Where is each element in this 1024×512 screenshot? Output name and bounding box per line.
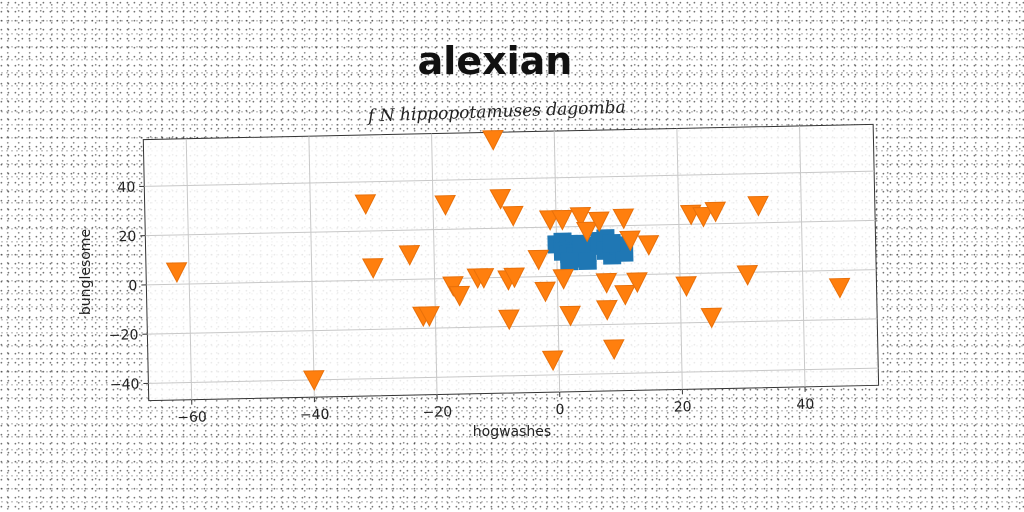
y-gridline [145, 219, 876, 237]
orange-triangle-point [552, 268, 575, 290]
orange-triangle-point [434, 195, 456, 216]
x-gridline [799, 125, 806, 387]
orange-triangle-point [302, 370, 325, 391]
orange-triangle-point [502, 205, 524, 227]
orange-triangle-point [595, 272, 618, 294]
chart-subtitle: f N hippopotamuses dagomba [366, 98, 626, 127]
orange-triangle-point [361, 258, 384, 279]
y-gridline [144, 170, 875, 187]
orange-triangle-point [534, 281, 556, 303]
orange-triangle-point [418, 306, 440, 327]
orange-triangle-point [614, 284, 636, 306]
plot-area: −60 −40 −20 0 20 40 −40 −20 0 20 40 [109, 123, 880, 426]
orange-triangle-point [736, 265, 759, 286]
orange-triangle-point [828, 277, 851, 299]
orange-triangle-point [612, 208, 635, 230]
orange-triangle-point [704, 201, 727, 223]
orange-triangle-point [700, 307, 723, 329]
x-gridline [431, 133, 438, 395]
x-tick-label: 20 [674, 399, 692, 415]
orange-triangle-point [619, 230, 641, 252]
x-axis-ticks: −60 −40 −20 0 20 40 [177, 386, 814, 426]
series-orange-triangles [165, 129, 851, 391]
orange-triangle-point [498, 309, 520, 331]
orange-triangle-point [541, 350, 564, 372]
y-tick-label: −20 [109, 327, 139, 344]
orange-triangle-point [747, 195, 769, 217]
x-tick-label: 40 [796, 397, 814, 413]
chart-title: alexian [418, 39, 573, 83]
orange-triangle-point [165, 262, 188, 284]
blue-square-point [602, 233, 621, 253]
y-tick-label: −40 [110, 377, 140, 394]
x-gridline [185, 138, 193, 400]
orange-triangle-point [398, 245, 421, 266]
plot-frame [142, 123, 880, 402]
orange-triangle-point [675, 276, 697, 297]
orange-triangle-point [692, 206, 714, 228]
y-gridline [148, 367, 879, 384]
orange-triangle-point [596, 299, 618, 321]
y-axis-label: bunglesome [78, 229, 94, 315]
orange-triangle-point [588, 211, 610, 233]
orange-triangle-point [575, 221, 598, 243]
orange-triangle-point [472, 268, 495, 289]
x-tick-label: 0 [555, 402, 564, 418]
x-tick-label: −20 [422, 404, 452, 421]
orange-triangle-point [626, 272, 648, 294]
orange-triangle-point [448, 285, 471, 307]
orange-triangle-point [489, 188, 512, 210]
blue-square-point [578, 251, 597, 271]
orange-triangle-point [559, 305, 581, 327]
orange-triangle-point [482, 129, 504, 151]
orange-triangle-point [569, 206, 592, 228]
orange-triangle-point [602, 339, 625, 361]
x-gridline [553, 131, 561, 392]
x-tick-label: −40 [300, 407, 330, 424]
y-gridline [147, 318, 878, 335]
y-axis-ticks: −40 −20 0 20 40 [109, 180, 149, 394]
x-axis-label: hogwashes [473, 424, 551, 440]
orange-triangle-point [354, 194, 377, 216]
blue-square-point [560, 252, 579, 271]
x-gridline [676, 128, 683, 390]
y-tick-label: 40 [117, 180, 135, 196]
series-blue-squares [547, 229, 634, 271]
x-gridline [308, 136, 315, 398]
orange-triangle-point [637, 235, 660, 256]
orange-triangle-point [551, 209, 573, 231]
orange-triangle-point [527, 249, 550, 271]
y-tick-label: 20 [118, 229, 136, 245]
x-tick-label: −60 [177, 409, 207, 426]
y-tick-label: 0 [128, 278, 137, 294]
orange-triangle-point [503, 267, 525, 289]
